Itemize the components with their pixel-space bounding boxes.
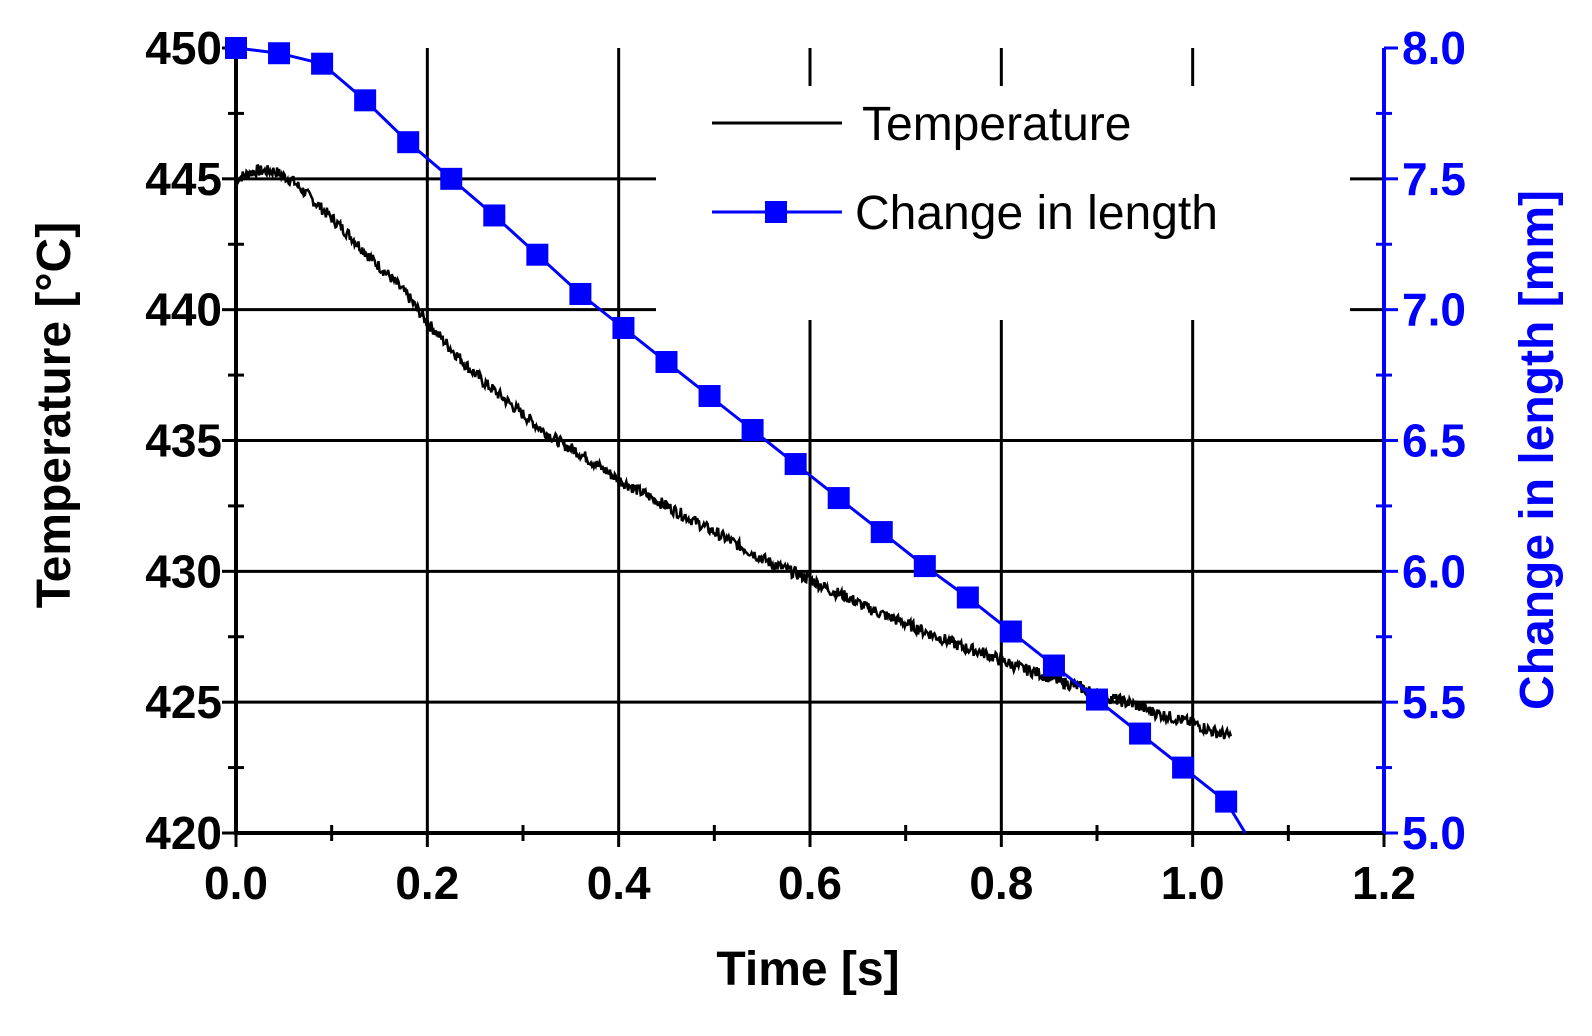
change-in-length-marker	[913, 555, 936, 578]
x-tick-label: 1.0	[1161, 857, 1225, 909]
legend-temperature-label: Temperature	[862, 98, 1131, 151]
x-tick-label: 0.6	[778, 857, 842, 909]
y-left-tick-label: 420	[145, 807, 222, 859]
change-in-length-marker	[397, 131, 420, 154]
y-left-tick-label: 430	[145, 545, 222, 597]
change-in-length-marker	[612, 316, 635, 339]
change-in-length-marker	[311, 52, 334, 75]
temperature-series	[235, 163, 1233, 740]
x-tick-label: 1.2	[1352, 857, 1416, 909]
change-in-length-marker	[440, 167, 463, 190]
change-in-length-marker	[784, 453, 807, 476]
y-right-tick-label: 5.0	[1402, 807, 1466, 859]
change-in-length-marker	[225, 37, 247, 59]
y-right-tick-label: 6.0	[1402, 545, 1466, 597]
change-in-length-marker	[1042, 654, 1065, 677]
change-in-length-marker	[999, 620, 1022, 643]
y-right-tick-label: 7.5	[1402, 153, 1466, 205]
y-left-tick-label: 440	[145, 284, 222, 336]
x-tick-label: 0.0	[204, 857, 268, 909]
change-in-length-marker	[1086, 688, 1108, 711]
change-in-length-marker	[268, 42, 291, 65]
x-tick-label: 0.4	[587, 857, 651, 909]
y-left-tick-label: 450	[145, 22, 222, 74]
change-in-length-marker	[741, 419, 764, 442]
y-right-tick-label: 8.0	[1402, 22, 1466, 74]
change-in-length-marker	[1215, 790, 1238, 813]
change-in-length-series	[225, 37, 1247, 834]
change-in-length-marker	[870, 521, 893, 544]
legend-length-label: Change in length	[855, 187, 1218, 240]
change-in-length-marker	[526, 243, 549, 266]
y-left-tick-label: 445	[145, 153, 222, 205]
change-in-length-marker	[698, 385, 721, 408]
y-left-tick-label: 435	[145, 415, 222, 467]
tick-labels: 0.0 0.2 0.4 0.6 0.8 1.0 1.2 420 425 430 435 440 445 4…	[145, 22, 1466, 909]
grid	[236, 48, 1384, 833]
change-in-length-marker	[1172, 756, 1195, 779]
y-left-tick-label: 425	[145, 676, 222, 728]
y-left-axis-title: Temperature [°C]	[28, 222, 81, 608]
change-in-length-marker	[956, 586, 979, 609]
legend: Temperature Change in length	[712, 98, 1218, 240]
change-in-length-marker	[569, 282, 592, 305]
change-in-length-marker	[1129, 722, 1152, 745]
ticks	[222, 46, 1398, 847]
x-axis-title: Time [s]	[716, 943, 899, 996]
y-right-tick-label: 5.5	[1402, 676, 1466, 728]
y-right-tick-label: 6.5	[1402, 415, 1466, 467]
change-in-length-marker	[354, 89, 377, 112]
y-right-tick-label: 7.0	[1402, 284, 1466, 336]
legend-length-marker	[765, 201, 787, 223]
change-in-length-marker	[827, 487, 850, 510]
y-right-axis-title: Change in length [mm]	[1511, 190, 1564, 710]
temperature-line	[235, 163, 1233, 740]
change-in-length-marker	[655, 351, 678, 373]
x-tick-label: 0.8	[969, 857, 1033, 909]
x-tick-label: 0.2	[395, 857, 459, 909]
change-in-length-marker	[483, 204, 506, 227]
